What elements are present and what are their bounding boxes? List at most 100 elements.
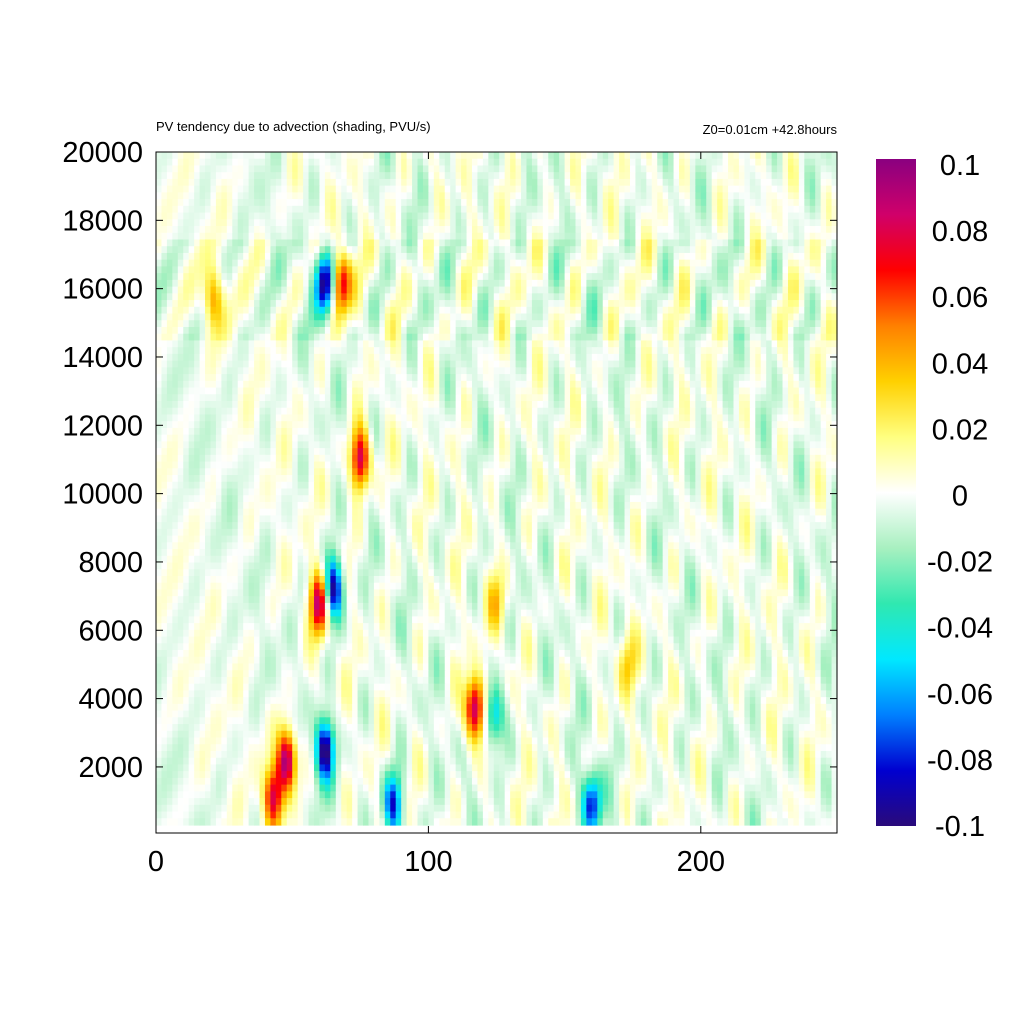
heatmap-cell — [635, 306, 642, 315]
heatmap-cell — [406, 414, 413, 422]
heatmap-cell — [461, 185, 468, 193]
heatmap-cell — [695, 266, 702, 274]
heatmap-cell — [264, 353, 272, 362]
heatmap-cell — [368, 407, 375, 416]
heatmap-cell — [303, 407, 310, 416]
heatmap-cell — [379, 232, 386, 241]
heatmap-cell — [297, 394, 304, 402]
heatmap-cell — [194, 300, 201, 308]
heatmap-cell — [673, 259, 680, 268]
heatmap-cell — [640, 394, 647, 402]
heatmap-cell — [297, 205, 304, 214]
heatmap-cell — [586, 293, 593, 301]
heatmap-cell — [161, 259, 168, 268]
heatmap-cell — [809, 401, 816, 409]
heatmap-cell — [373, 300, 380, 308]
heatmap-cell — [243, 401, 250, 409]
heatmap-cell — [831, 326, 838, 335]
heatmap-cell — [613, 178, 620, 187]
heatmap-cell — [166, 185, 173, 193]
heatmap-cell — [793, 178, 800, 187]
heatmap-cell — [711, 232, 718, 241]
heatmap-cell — [679, 279, 686, 288]
heatmap-cell — [559, 293, 566, 301]
heatmap-cell — [183, 212, 190, 220]
heatmap-cell — [205, 158, 212, 167]
heatmap-cell — [706, 300, 713, 308]
heatmap-cell — [586, 387, 593, 395]
heatmap-cell — [221, 273, 228, 281]
heatmap-cell — [243, 212, 250, 220]
heatmap-cell — [166, 152, 173, 160]
heatmap-cell — [504, 293, 511, 301]
heatmap-cell — [406, 279, 413, 288]
heatmap-cell — [226, 333, 233, 342]
heatmap-cell — [281, 293, 288, 301]
heatmap-cell — [335, 360, 342, 368]
heatmap-cell — [368, 347, 375, 355]
heatmap-cell — [308, 347, 315, 355]
heatmap-cell — [526, 374, 533, 382]
heatmap-cell — [243, 165, 250, 173]
heatmap-cell — [591, 259, 598, 268]
heatmap-cell — [804, 259, 811, 268]
heatmap-cell — [422, 367, 429, 375]
heatmap-cell — [286, 286, 293, 294]
heatmap-cell — [624, 232, 631, 241]
heatmap-cell — [744, 387, 751, 395]
heatmap-cell — [602, 347, 609, 355]
heatmap-cell — [379, 306, 386, 315]
heatmap-cell — [330, 326, 337, 335]
heatmap-cell — [254, 286, 261, 294]
heatmap-cell — [166, 259, 173, 268]
heatmap-cell — [809, 380, 816, 389]
heatmap-cell — [308, 394, 315, 402]
heatmap-cell — [749, 165, 756, 173]
heatmap-cell — [760, 333, 767, 342]
heatmap-cell — [205, 172, 212, 180]
heatmap-cell — [591, 300, 598, 308]
heatmap-cell — [744, 226, 751, 234]
heatmap-cell — [422, 401, 429, 409]
heatmap-cell — [466, 340, 473, 348]
heatmap-cell — [580, 300, 587, 308]
heatmap-cell — [373, 340, 380, 348]
heatmap-cell — [831, 252, 838, 261]
heatmap-cell — [455, 414, 462, 422]
heatmap-cell — [613, 347, 620, 355]
heatmap-cell — [755, 347, 762, 355]
heatmap-cell — [308, 219, 315, 227]
heatmap-cell — [433, 401, 440, 409]
heatmap-cell — [608, 353, 615, 362]
heatmap-cell — [308, 320, 315, 328]
heatmap-cell — [199, 394, 206, 402]
heatmap-cell — [324, 246, 331, 254]
heatmap-cell — [417, 152, 424, 160]
heatmap-cell — [254, 333, 261, 342]
heatmap-cell — [570, 326, 577, 335]
heatmap-cell — [264, 178, 272, 187]
heatmap-cell — [504, 178, 511, 187]
heatmap-cell — [787, 380, 795, 389]
heatmap-cell — [188, 340, 195, 348]
heatmap-cell — [292, 374, 299, 382]
heatmap-cell — [815, 353, 822, 362]
heatmap-cell — [608, 306, 615, 315]
heatmap-cell — [657, 165, 664, 173]
heatmap-cell — [161, 360, 168, 368]
heatmap-cell — [586, 273, 593, 281]
heatmap-cell — [700, 212, 707, 220]
heatmap-cell — [232, 353, 239, 362]
heatmap-cell — [591, 252, 598, 261]
heatmap-cell — [608, 320, 615, 328]
heatmap-cell — [390, 172, 397, 180]
heatmap-cell — [580, 286, 587, 294]
heatmap-cell — [455, 306, 462, 315]
heatmap-cell — [384, 152, 391, 160]
heatmap-cell — [183, 219, 190, 227]
heatmap-cell — [444, 293, 451, 301]
heatmap-cell — [292, 333, 299, 342]
heatmap-cell — [738, 239, 745, 247]
heatmap-cell — [417, 165, 424, 173]
heatmap-cell — [602, 374, 609, 382]
